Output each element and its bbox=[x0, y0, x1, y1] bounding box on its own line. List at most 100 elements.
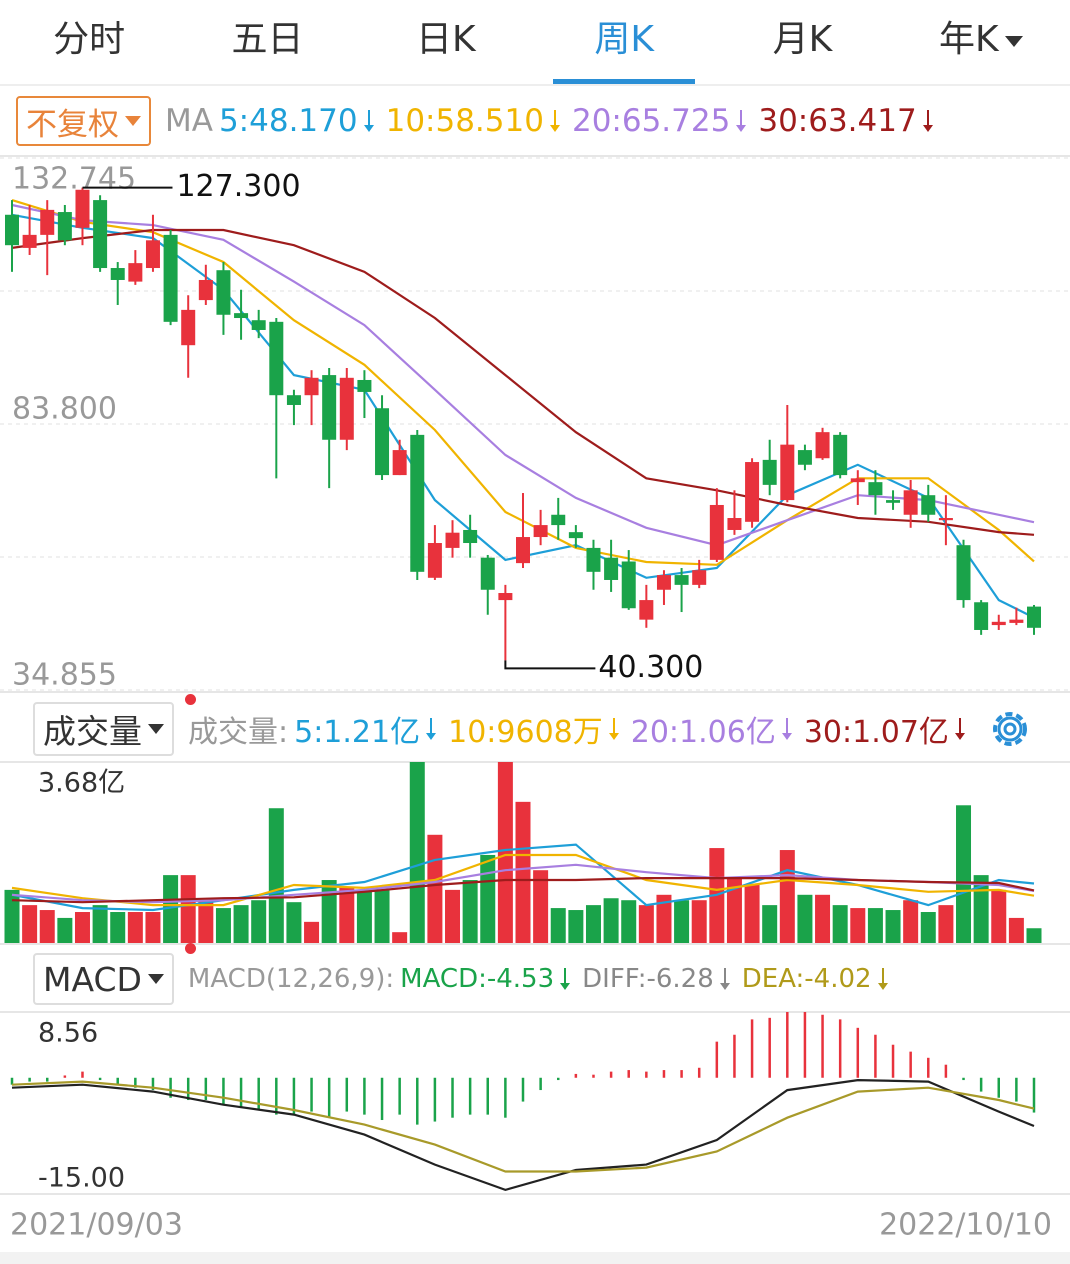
candle-body bbox=[745, 462, 760, 522]
volume-selector-label: 成交量 bbox=[43, 712, 142, 751]
volume-bar bbox=[638, 905, 654, 943]
macd-legend-row: MACD MACD(12,26,9): MACD:-4.53 DIFF:-6.28 D… bbox=[33, 953, 1070, 1005]
candle-body bbox=[886, 500, 901, 503]
volume-bar bbox=[515, 801, 531, 943]
trend-arrow bbox=[363, 110, 374, 132]
volume-bar bbox=[533, 870, 549, 943]
trend-arrow bbox=[781, 718, 792, 740]
y-tick-label: 34.855 bbox=[12, 658, 117, 693]
candle-body bbox=[357, 379, 372, 392]
period-tab[interactable]: 五日 bbox=[178, 0, 356, 84]
candle-body bbox=[797, 450, 812, 465]
notice-dot bbox=[185, 694, 196, 705]
volume-bar bbox=[445, 889, 461, 943]
volume-bar bbox=[867, 908, 883, 943]
candle-body bbox=[216, 270, 231, 315]
macd-selector-label: MACD bbox=[43, 959, 142, 999]
candle-body bbox=[568, 532, 583, 539]
y-tick-label: 132.745 bbox=[12, 162, 136, 197]
candle-body bbox=[304, 377, 319, 396]
line-series bbox=[11, 853, 1035, 907]
volume-bar bbox=[903, 900, 919, 943]
candle-body bbox=[22, 234, 37, 248]
volume-bar bbox=[304, 921, 320, 943]
volume-legend-row: 成交量 成交量: 5:1.21亿 10:9608万 20:1.06亿 30:1.07亿 bbox=[33, 702, 1070, 756]
period-tab[interactable]: 日K bbox=[357, 0, 535, 84]
candle-body bbox=[93, 200, 108, 269]
volume-bar bbox=[938, 905, 954, 943]
volume-bar bbox=[991, 889, 1007, 943]
volume-bar bbox=[691, 900, 707, 943]
volume-bar bbox=[568, 910, 584, 943]
volume-bar bbox=[268, 808, 284, 943]
volume-bar bbox=[198, 900, 214, 943]
volume-bar bbox=[321, 880, 337, 943]
volume-bar bbox=[286, 902, 302, 943]
legend-item: 5:48.170 bbox=[218, 103, 358, 139]
candle-body bbox=[815, 432, 830, 459]
tab-label: 周K bbox=[594, 19, 654, 60]
volume-bar bbox=[621, 900, 637, 943]
volume-bar bbox=[127, 912, 143, 943]
volume-bar bbox=[427, 834, 443, 943]
legend-item: 10:9608万 bbox=[448, 715, 603, 750]
annotation-line bbox=[504, 660, 596, 670]
candle-body bbox=[181, 309, 196, 346]
volume-bar bbox=[1026, 928, 1042, 943]
candle-body bbox=[198, 279, 213, 301]
candle-body bbox=[427, 543, 442, 578]
volume-bar bbox=[797, 894, 813, 943]
legend-item: 30:63.417 bbox=[758, 103, 917, 139]
period-tab[interactable]: 月K bbox=[713, 0, 891, 84]
volume-bar bbox=[57, 917, 73, 943]
macd-selector[interactable]: MACD bbox=[33, 953, 174, 1005]
volume-selector[interactable]: 成交量 bbox=[33, 702, 174, 756]
candle-body bbox=[57, 212, 72, 241]
volume-bar bbox=[762, 905, 778, 943]
volume-bar bbox=[832, 905, 848, 943]
volume-bar bbox=[815, 894, 831, 943]
start-date: 2021/09/03 bbox=[10, 1208, 183, 1243]
period-tab[interactable]: 年K bbox=[892, 0, 1070, 84]
candle-body bbox=[498, 593, 513, 601]
trend-arrow bbox=[954, 718, 965, 740]
adjust-label: 不复权 bbox=[26, 106, 119, 143]
candle-body bbox=[110, 268, 125, 280]
volume-bar bbox=[215, 908, 231, 943]
candle-body bbox=[639, 600, 654, 620]
volume-bar bbox=[497, 762, 513, 943]
candle-body bbox=[551, 514, 566, 526]
candle-body bbox=[145, 240, 160, 269]
volume-bar bbox=[585, 905, 601, 943]
candle-body bbox=[40, 209, 55, 235]
legend-label: MA bbox=[165, 103, 213, 139]
legend-item: DEA:-4.02 bbox=[741, 964, 872, 994]
period-tab[interactable]: 周K bbox=[535, 0, 713, 84]
annotation-label: 127.300 bbox=[176, 169, 300, 204]
candle-body bbox=[480, 557, 495, 590]
volume-bar bbox=[251, 900, 267, 943]
volume-bar bbox=[850, 908, 866, 943]
volume-bar bbox=[409, 762, 425, 943]
volume-bar bbox=[92, 905, 108, 943]
candle-body bbox=[75, 189, 90, 228]
trend-arrow bbox=[608, 718, 619, 740]
adjust-selector[interactable]: 不复权 bbox=[16, 96, 151, 146]
settings-icon[interactable] bbox=[985, 706, 1035, 752]
volume-bar bbox=[145, 912, 161, 943]
tab-label: 月K bbox=[772, 19, 833, 60]
legend-item: 20:65.725 bbox=[571, 103, 731, 139]
candle-body bbox=[850, 478, 865, 483]
legend-label: MACD(12,26,9): bbox=[187, 964, 395, 994]
candle-body bbox=[868, 482, 883, 496]
volume-bar bbox=[462, 880, 478, 943]
volume-bar bbox=[4, 889, 20, 943]
trend-arrow bbox=[736, 110, 747, 132]
annotation-label: 40.300 bbox=[598, 650, 703, 685]
tab-label: 分时 bbox=[53, 19, 126, 60]
legend-item: DIFF:-6.28 bbox=[582, 964, 714, 994]
candle-body bbox=[392, 450, 407, 476]
volume-bar bbox=[920, 912, 936, 943]
period-tab[interactable]: 分时 bbox=[0, 0, 178, 84]
trend-arrow bbox=[560, 968, 571, 990]
